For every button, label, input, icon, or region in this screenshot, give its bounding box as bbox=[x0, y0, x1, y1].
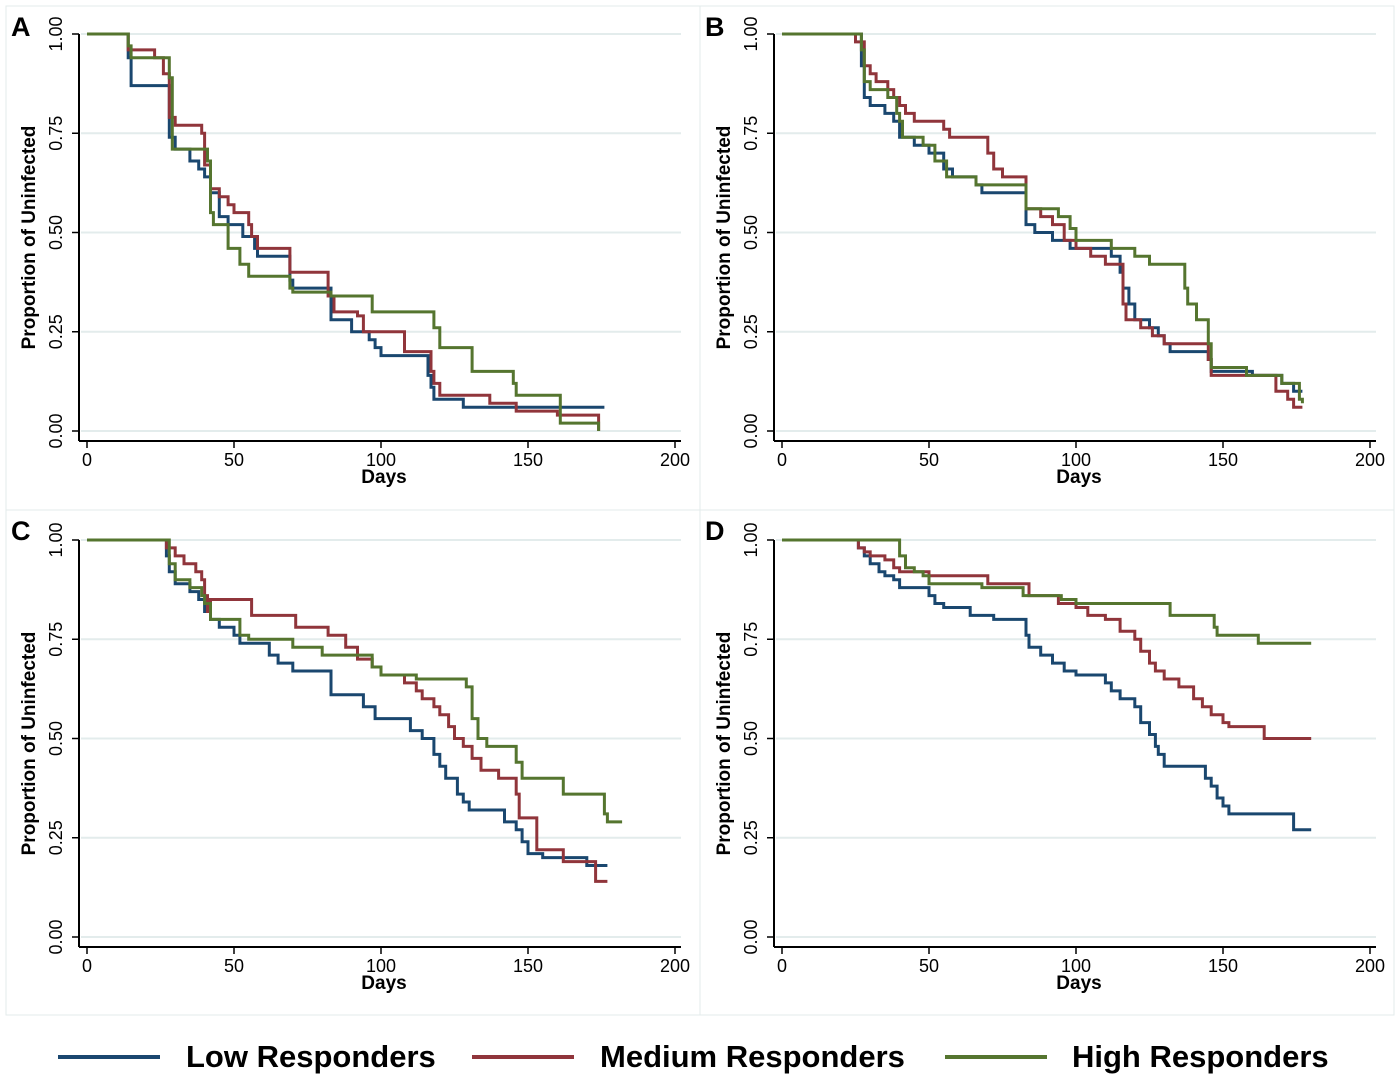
y-tick-label: 0.00 bbox=[741, 413, 761, 448]
x-tick-label: 100 bbox=[366, 956, 396, 976]
y-axis-title: Proportion of Uninfected bbox=[19, 632, 40, 856]
panel-frame bbox=[699, 509, 1395, 1016]
y-tick-label: 1.00 bbox=[46, 522, 66, 557]
y-tick-label: 0.50 bbox=[46, 721, 66, 756]
y-axis-title: Proportion of Uninfected bbox=[19, 126, 40, 350]
x-tick-label: 50 bbox=[919, 450, 939, 470]
x-tick-label: 0 bbox=[777, 956, 787, 976]
series-medium bbox=[87, 32, 601, 431]
y-tick-label: 0.25 bbox=[741, 314, 761, 349]
panel-label: A bbox=[11, 12, 31, 42]
y-axis-title: Proportion of Uninfected bbox=[714, 126, 735, 350]
panel-a: 0.00 0.25 0.50 0.75 1.00 0 50 100 150 200 Days Prop… bbox=[5, 5, 701, 511]
series-high bbox=[782, 538, 1312, 645]
legend-label-low: Low Responders bbox=[186, 1039, 436, 1074]
legend: Low Responders Medium Responders High Re… bbox=[58, 1039, 1329, 1074]
y-tick-label: 0.25 bbox=[741, 820, 761, 855]
series-high bbox=[87, 32, 601, 431]
x-axis-title: Days bbox=[361, 467, 406, 488]
panel-frame bbox=[5, 5, 701, 511]
y-tick-label: 0.25 bbox=[46, 820, 66, 855]
y-tick-label: 0.75 bbox=[741, 622, 761, 657]
series-medium bbox=[782, 538, 1312, 740]
y-tick-label: 0.50 bbox=[741, 215, 761, 250]
x-tick-label: 100 bbox=[1061, 956, 1091, 976]
panel-d: 0.00 0.25 0.50 0.75 1.00 0 50 100 150 200 Days Prop… bbox=[699, 509, 1395, 1016]
x-tick-label: 50 bbox=[919, 956, 939, 976]
x-tick-label: 150 bbox=[513, 956, 543, 976]
y-tick-label: 0.00 bbox=[46, 413, 66, 448]
panel-label: B bbox=[705, 12, 725, 42]
x-tick-label: 0 bbox=[777, 450, 787, 470]
y-axis-title: Proportion of Uninfected bbox=[714, 632, 735, 856]
y-tick-label: 0.50 bbox=[741, 721, 761, 756]
panels: 0.00 0.25 0.50 0.75 1.00 0 50 100 150 200 Days Prop… bbox=[5, 5, 1395, 1016]
x-tick-label: 0 bbox=[82, 956, 92, 976]
series-low bbox=[87, 538, 608, 867]
x-tick-label: 50 bbox=[224, 956, 244, 976]
x-tick-label: 150 bbox=[1208, 450, 1238, 470]
series-high bbox=[782, 32, 1304, 404]
x-tick-label: 200 bbox=[1355, 956, 1385, 976]
x-tick-label: 100 bbox=[1061, 450, 1091, 470]
x-axis-title: Days bbox=[361, 973, 406, 994]
panel-label: D bbox=[705, 516, 725, 546]
x-axis-title: Days bbox=[1056, 973, 1101, 994]
x-tick-label: 50 bbox=[224, 450, 244, 470]
x-tick-label: 150 bbox=[1208, 956, 1238, 976]
series-low bbox=[782, 538, 1312, 832]
x-tick-label: 150 bbox=[513, 450, 543, 470]
x-axis-title: Days bbox=[1056, 467, 1101, 488]
y-tick-label: 0.00 bbox=[741, 919, 761, 954]
y-tick-label: 0.50 bbox=[46, 215, 66, 250]
x-tick-label: 100 bbox=[366, 450, 396, 470]
x-tick-label: 200 bbox=[660, 956, 690, 976]
y-tick-label: 0.25 bbox=[46, 314, 66, 349]
x-tick-label: 200 bbox=[1355, 450, 1385, 470]
panel-frame bbox=[699, 5, 1395, 511]
series-medium bbox=[87, 538, 608, 883]
panel-label: C bbox=[11, 516, 31, 546]
panel-b: 0.00 0.25 0.50 0.75 1.00 0 50 100 150 200 Days Prop… bbox=[699, 5, 1395, 511]
series-high bbox=[87, 538, 623, 824]
legend-label-high: High Responders bbox=[1072, 1039, 1329, 1074]
y-tick-label: 0.75 bbox=[46, 622, 66, 657]
x-tick-label: 200 bbox=[660, 450, 690, 470]
y-tick-label: 1.00 bbox=[741, 522, 761, 557]
panel-c: 0.00 0.25 0.50 0.75 1.00 0 50 100 150 200 Days Prop… bbox=[5, 509, 701, 1016]
y-tick-label: 1.00 bbox=[741, 16, 761, 51]
legend-label-medium: Medium Responders bbox=[600, 1039, 905, 1074]
y-tick-label: 0.75 bbox=[46, 116, 66, 151]
y-tick-label: 0.00 bbox=[46, 919, 66, 954]
x-tick-label: 0 bbox=[82, 450, 92, 470]
y-tick-label: 0.75 bbox=[741, 116, 761, 151]
y-tick-label: 1.00 bbox=[46, 16, 66, 51]
panel-frame bbox=[5, 509, 701, 1016]
